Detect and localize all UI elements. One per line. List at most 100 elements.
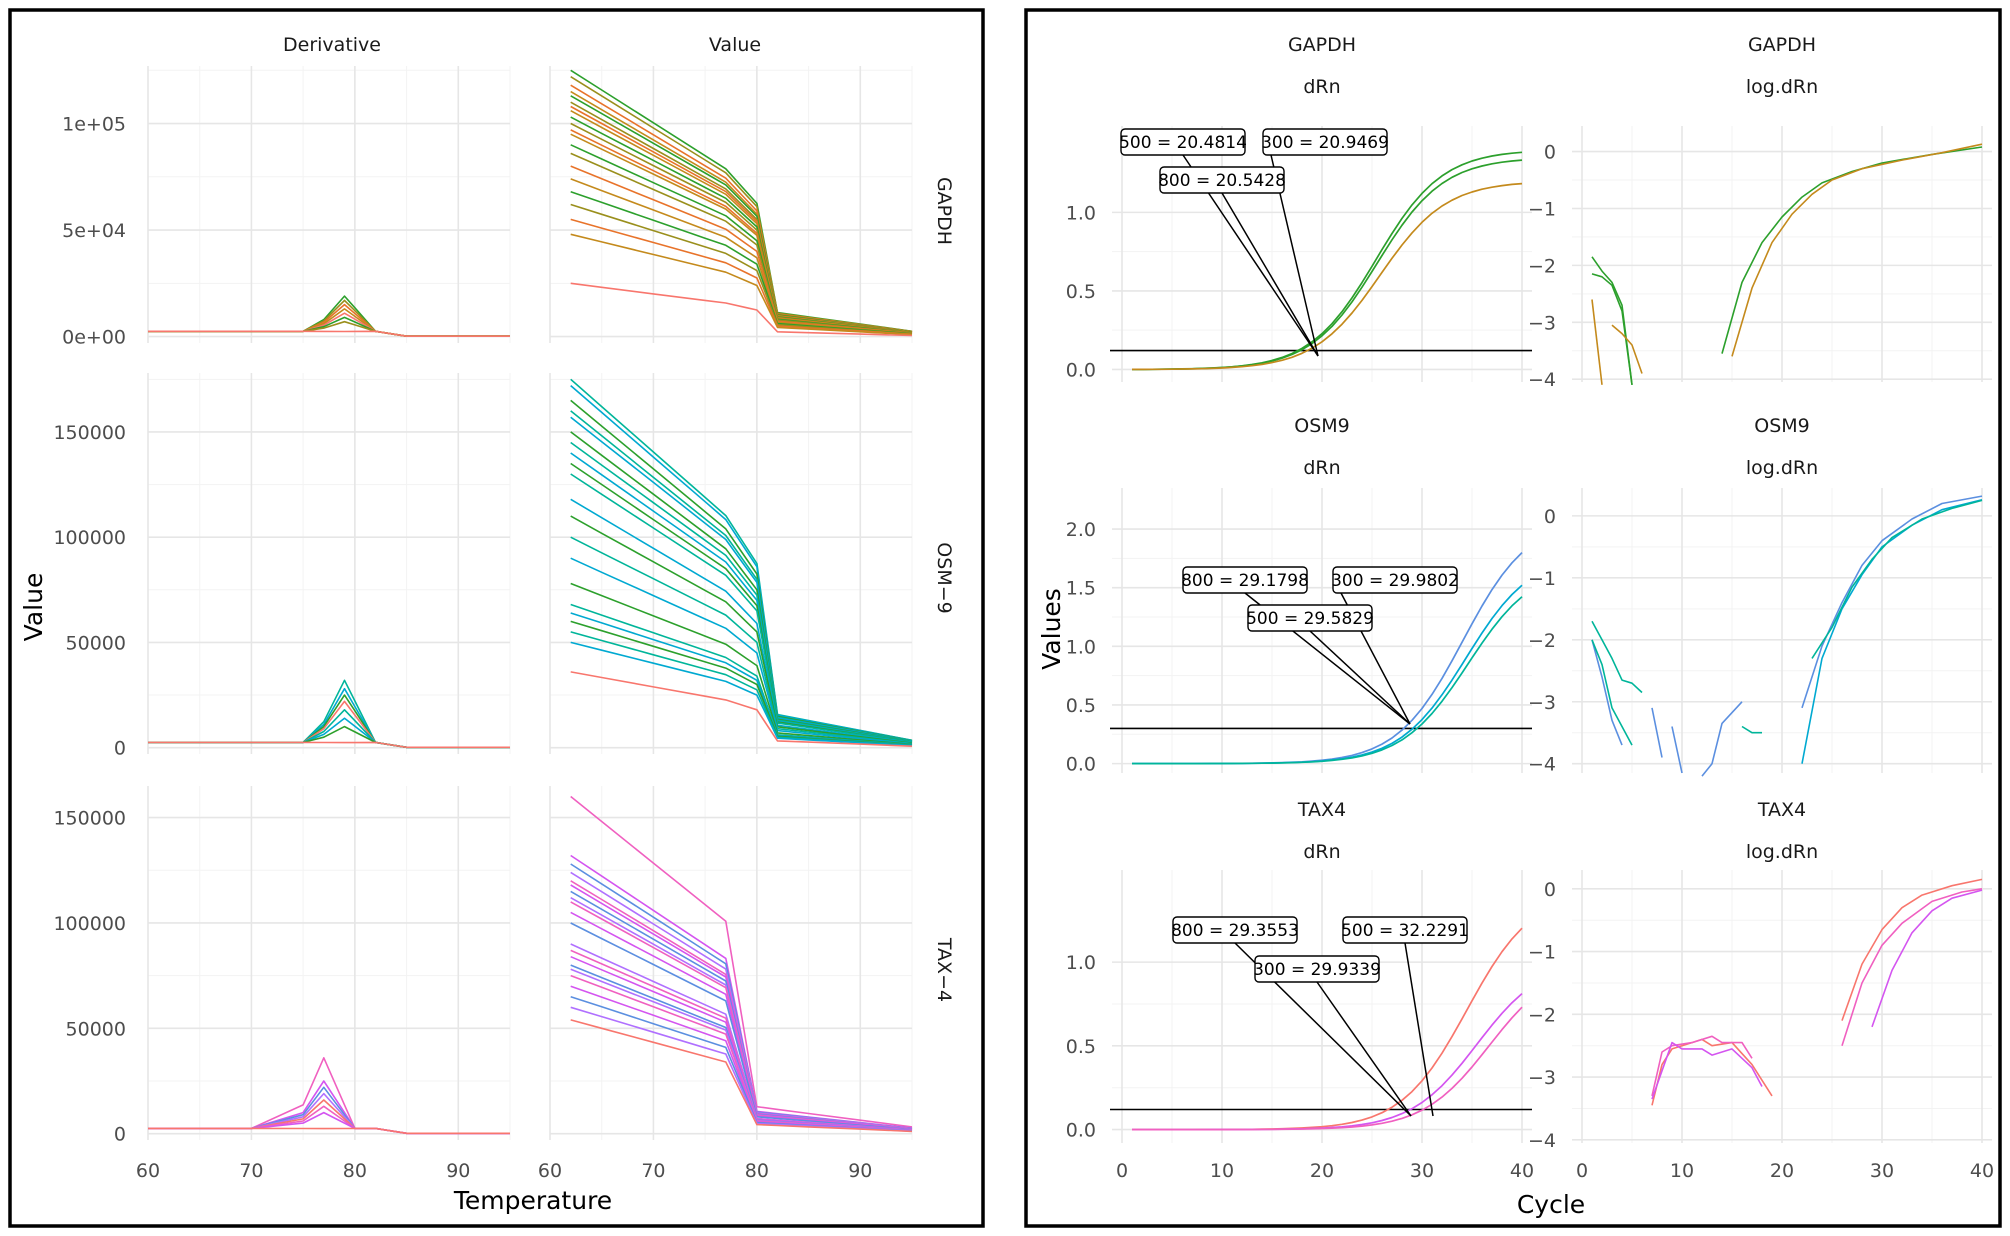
right-panel-tax4-drn-callout-label: 800 = 29.3553	[1171, 921, 1299, 941]
right-panel-tax4-drn-callout-leader	[1404, 942, 1434, 1117]
right-panel-gapdh-drn-callout-label: 300 = 20.9469	[1261, 133, 1389, 153]
right-x-axis-title: Cycle	[1517, 1190, 1585, 1219]
right-panel-tax4-drn-callout-box	[1254, 955, 1380, 983]
left-y-axis-title: Value	[19, 573, 48, 642]
right-panel-tax4-drn-x-tick-label: 30	[1410, 1160, 1434, 1182]
right-panel-osm9-log-drn-strip-gene: OSM9	[1754, 415, 1810, 437]
right-panel-tax4-drn-x-tick-label: 0	[1116, 1160, 1128, 1182]
right-panel-tax4-drn-x-tick-label: 40	[1510, 1160, 1534, 1182]
right-panel-tax4-drn-callout-box	[1172, 916, 1298, 944]
right-panel-osm9-drn-callout-label: 300 = 29.9802	[1331, 571, 1459, 591]
chart-panels: 0e+00 5e+04 1e+05 0 50000 100000 150000 0 50000 1…	[53, 34, 1994, 1182]
right-panel-tax4-log-drn-x-tick-label: 30	[1870, 1160, 1894, 1182]
right-panel-osm9-drn-strip-metric: dRn	[1303, 457, 1340, 479]
right-panel-osm9-drn-callout-leader	[1309, 630, 1411, 725]
left-panel-tax4-derivative-y-tick-label: 100000	[53, 913, 126, 935]
right-panel-tax4-drn-x-tick-label: 20	[1310, 1160, 1334, 1182]
right-panel-gapdh-drn-y-tick-label: 0.5	[1066, 281, 1096, 303]
right-panel-osm9-drn-callout-box	[1247, 604, 1373, 632]
left-panel-gapdh-value-series-line	[570, 165, 913, 334]
right-panel-gapdh-drn-callout-label: 800 = 20.5428	[1158, 171, 1286, 191]
left-panel-osm9-value-series-line	[570, 473, 913, 743]
right-panel-tax4-drn-callout-leader	[1316, 981, 1412, 1117]
right-panel-tax4-log-drn-log-line	[1841, 888, 1983, 1046]
left-panel-tax4-derivative-x-tick-label: 90	[446, 1160, 470, 1182]
left-panel-osm9-value-series-line	[570, 582, 913, 746]
left-panel-osm9-value-series-line	[570, 671, 913, 747]
right-panel-tax4-drn-x-tick-label: 10	[1210, 1160, 1234, 1182]
left-panel-osm9-value-series-line	[570, 384, 913, 742]
left-panel-gapdh-value-series-line	[570, 218, 913, 336]
right-panel-osm9-drn-callout-label: 800 = 29.1798	[1181, 571, 1309, 591]
right-panel-tax4-drn-callout-label: 300 = 29.9339	[1253, 960, 1381, 980]
left-panel-osm9-value-series-line	[570, 557, 913, 745]
right-panel-tax4-drn-y-tick-label: 0.5	[1066, 1036, 1096, 1058]
right-panel-gapdh-log-drn-y-tick-label: −2	[1528, 255, 1556, 277]
right-panel-gapdh-log-drn-y-tick-label: −1	[1528, 198, 1556, 220]
left-frame	[8, 8, 985, 1228]
right-panel-tax4-log-drn-x-tick-label: 40	[1970, 1160, 1994, 1182]
right-panel-osm9-log-drn-log-line	[1701, 701, 1743, 777]
right-panel-tax4-log-drn-y-tick-label: −2	[1528, 1004, 1556, 1026]
left-panel-tax4-derivative-y-tick-label: 50000	[66, 1018, 126, 1040]
right-panel-gapdh-drn-callout-box	[1159, 166, 1285, 194]
right-panel-osm9-log-drn-log-line	[1671, 726, 1683, 774]
left-panel-osm9-value-series-line	[570, 416, 913, 742]
left-panel-gapdh-value-series-line	[570, 233, 913, 336]
left-panel-gapdh-value-series-line	[570, 203, 913, 335]
right-panel-tax4-log-drn-strip-metric: log.dRn	[1746, 841, 1818, 863]
right-panel-gapdh-log-drn-strip-gene: GAPDH	[1748, 34, 1816, 56]
right-panel-tax4-drn-amplification-line	[1132, 1006, 1523, 1131]
right-panel-osm9-log-drn-log-line	[1591, 639, 1633, 746]
right-panel-osm9-log-drn-log-line	[1591, 639, 1623, 746]
right-panel-tax4-log-drn-y-tick-label: −3	[1528, 1067, 1556, 1089]
left-panel-osm9-derivative-y-tick-label: 50000	[66, 632, 126, 654]
left-panel-gapdh-derivative-y-tick-label: 1e+05	[62, 114, 126, 136]
right-panel-gapdh-log-drn-log-line	[1591, 299, 1603, 385]
right-panel-tax4-log-drn-x-tick-label: 20	[1770, 1160, 1794, 1182]
right-panel-gapdh-drn-callout-leader	[1221, 192, 1319, 357]
left-panel-tax4-value-series-line	[570, 795, 913, 1128]
right-panel-tax4-log-drn-y-tick-label: −1	[1528, 942, 1556, 964]
left-panel-tax4-derivative-y-tick-label: 0	[114, 1124, 126, 1146]
left-row-strip-gapdh: GAPDH	[933, 177, 955, 245]
right-panel-tax4-drn-callout-box	[1342, 916, 1468, 944]
left-panel-gapdh-value-series-line	[570, 282, 913, 337]
right-panel-gapdh-drn-y-tick-label: 1.0	[1066, 202, 1096, 224]
right-panel-osm9-log-drn-log-line	[1651, 707, 1663, 758]
left-panel-osm9-value-series-line	[570, 498, 913, 744]
right-panel-gapdh-drn-strip-gene: GAPDH	[1288, 34, 1356, 56]
right-panel-tax4-log-drn-strip-gene: TAX4	[1757, 799, 1806, 821]
right-panel-gapdh-drn-y-tick-label: 0.0	[1066, 359, 1096, 381]
right-panel-osm9-log-drn-log-line	[1591, 620, 1643, 694]
left-panel-tax4-derivative-x-tick-label: 60	[136, 1160, 160, 1182]
right-panel-gapdh-log-drn-strip-metric: log.dRn	[1746, 76, 1818, 98]
right-panel-gapdh-drn-strip-metric: dRn	[1303, 76, 1340, 98]
left-panel-osm9-value-series-line	[570, 515, 913, 744]
right-panel-gapdh-drn-callout-label: 500 = 20.4814	[1119, 133, 1247, 153]
left-panel-gapdh-derivative-y-tick-label: 0e+00	[62, 327, 126, 349]
right-panel-osm9-drn-y-tick-label: 0.0	[1066, 754, 1096, 776]
right-panel-osm9-log-drn-log-line	[1811, 499, 1983, 659]
right-panel-osm9-drn-strip-gene: OSM9	[1294, 415, 1350, 437]
right-panel-osm9-log-drn-log-line	[1741, 725, 1762, 734]
right-panel-osm9-log-drn-y-tick-label: −2	[1528, 630, 1556, 652]
right-panel-tax4-drn-strip-gene: TAX4	[1297, 799, 1346, 821]
left-panel-osm9-derivative-y-tick-label: 100000	[53, 527, 126, 549]
left-x-axis-title: Temperature	[453, 1186, 612, 1215]
left-panel-gapdh-derivative-y-tick-label: 5e+04	[62, 220, 126, 242]
left-panel-tax4-value-series-line	[570, 1019, 913, 1133]
right-panel-tax4-log-drn-log-line	[1651, 1035, 1753, 1097]
right-panel-gapdh-log-drn-log-line	[1731, 143, 1983, 357]
right-panel-tax4-drn-callout-label: 500 = 32.2291	[1341, 921, 1469, 941]
left-panel-tax4-derivative-y-tick-label: 150000	[53, 808, 126, 830]
left-panel-osm9-value-series-line	[570, 536, 913, 745]
left-panel-tax4-value-x-tick-label: 70	[641, 1160, 665, 1182]
right-panel-gapdh-drn-callout-box	[1262, 128, 1388, 156]
right-panel-gapdh-drn-callout-box	[1120, 128, 1246, 156]
right-panel-tax4-log-drn-y-tick-label: 0	[1544, 879, 1556, 901]
right-panel-gapdh-drn-amplification-line	[1132, 182, 1523, 371]
right-panel-osm9-drn-callout-label: 500 = 29.5829	[1246, 609, 1374, 629]
left-col-strip-derivative: Derivative	[283, 34, 381, 56]
right-panel-tax4-log-drn-log-line	[1651, 1041, 1763, 1100]
